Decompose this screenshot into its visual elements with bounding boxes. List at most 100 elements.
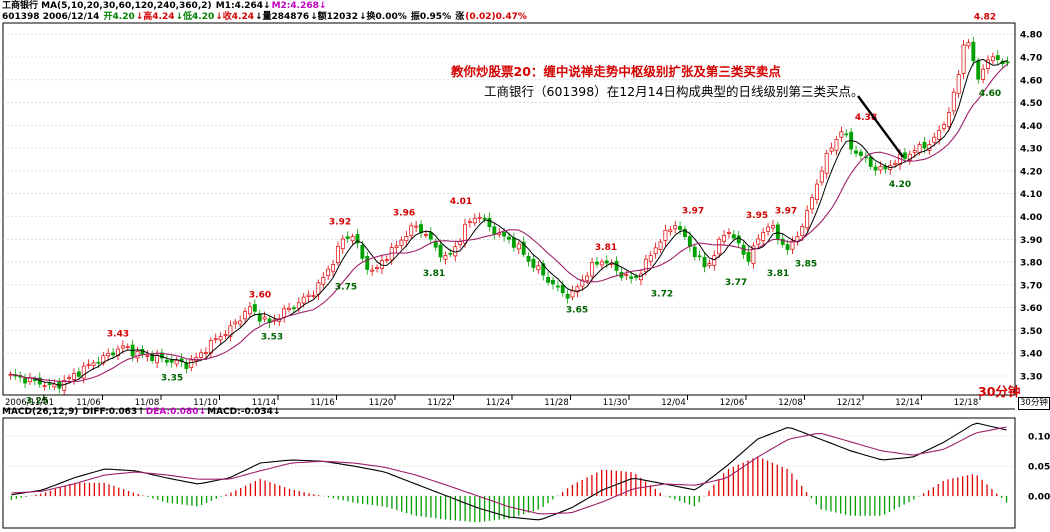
candle-body xyxy=(956,74,961,94)
candle-body xyxy=(463,223,467,244)
candle-body xyxy=(932,136,937,143)
candle-body xyxy=(243,311,248,320)
x-tick-label: 11/24 xyxy=(486,398,511,408)
candle-body xyxy=(839,131,844,138)
candle-body xyxy=(428,232,433,240)
candle-body xyxy=(976,60,981,80)
candle-body xyxy=(32,379,37,381)
candle-body xyxy=(86,364,91,366)
low-price-label: 3.25 xyxy=(26,396,48,406)
candle-body xyxy=(624,274,629,276)
candle-body xyxy=(986,59,990,69)
candle-body xyxy=(438,244,443,258)
header-line-2: 601398 2006/12/14 开4.20↓高4.24↓低4.20↓收4.2… xyxy=(2,12,528,23)
candle-body xyxy=(893,162,898,165)
x-tick-label: 11/10 xyxy=(193,398,218,408)
candle-body xyxy=(766,226,771,232)
annotation-subtitle: 工商银行（601398）在12月14日构成典型的日线级别第三类买点。 xyxy=(484,84,864,99)
candle-body xyxy=(301,296,306,304)
candle-body xyxy=(942,124,946,129)
low-price-label: 3.35 xyxy=(161,374,183,384)
x-tick-label: 12/04 xyxy=(661,398,686,408)
candle-body xyxy=(384,259,389,261)
candle-body xyxy=(365,256,370,270)
candle-body xyxy=(673,225,678,230)
header.line2-segment: 601398 2006/12/14 xyxy=(2,12,103,22)
candle-body xyxy=(912,150,917,153)
candle-body xyxy=(536,265,541,271)
candle-body xyxy=(907,153,912,161)
candle-body xyxy=(135,350,140,359)
candle-body xyxy=(345,236,350,239)
candle-body xyxy=(511,237,516,248)
candle-body xyxy=(785,244,790,251)
header.line2-segment: (0.02)0.47% xyxy=(465,12,527,22)
candle-body xyxy=(472,218,477,224)
candle-body xyxy=(990,56,995,62)
y-tick-label: 4.50 xyxy=(1020,99,1042,109)
candle-body xyxy=(174,360,179,365)
x-tick-label: 12/14 xyxy=(895,398,920,408)
low-price-label: 3.72 xyxy=(651,289,673,299)
candle-body xyxy=(394,245,399,248)
macd-dea-line xyxy=(11,426,1007,515)
candle-body xyxy=(707,263,712,266)
candle-body xyxy=(477,216,482,219)
y-tick-label: 4.70 xyxy=(1020,54,1042,64)
candle-body xyxy=(937,130,942,140)
candle-body xyxy=(111,352,116,356)
candle-body xyxy=(184,362,189,369)
candle-body xyxy=(902,152,907,159)
candle-body xyxy=(252,304,257,312)
candle-body xyxy=(228,325,233,337)
high-price-label: 3.43 xyxy=(107,329,129,339)
candle-body xyxy=(683,228,687,237)
ma-long-line xyxy=(10,63,1008,383)
candle-body xyxy=(917,144,922,154)
y-tick-label: 4.30 xyxy=(1020,145,1042,155)
y-tick-label: 3.40 xyxy=(1020,350,1042,360)
low-price-label: 3.85 xyxy=(795,260,817,270)
candle-body xyxy=(91,362,96,366)
candle-body xyxy=(467,221,472,223)
candle-body xyxy=(213,338,218,341)
candle-body xyxy=(355,234,360,244)
y-tick-label: 4.00 xyxy=(1020,213,1042,223)
candle-body xyxy=(697,255,702,258)
candle-body xyxy=(629,276,634,279)
candle-body xyxy=(604,260,609,264)
low-price-label: 4.20 xyxy=(889,180,911,190)
candle-body xyxy=(829,147,834,152)
candle-body xyxy=(521,241,526,255)
candle-body xyxy=(321,277,326,285)
high-price-label: 4.82 xyxy=(974,13,996,23)
macd_header-segment: MACD:-0.034↓ xyxy=(207,407,281,417)
candle-body xyxy=(120,345,125,349)
candle-body xyxy=(868,156,873,167)
candle-body xyxy=(971,41,976,62)
candle-body xyxy=(516,243,521,250)
candle-body xyxy=(565,293,570,299)
candle-body xyxy=(575,286,580,293)
header.line2-segment: ↓量284876 xyxy=(254,12,310,22)
candle-body xyxy=(595,261,599,265)
candle-body xyxy=(448,252,453,255)
candle-body xyxy=(419,224,423,234)
header.line2-segment: 振0.95% xyxy=(407,12,452,22)
candle-body xyxy=(805,210,810,229)
y-tick-label: 4.40 xyxy=(1020,122,1042,132)
candle-body xyxy=(731,234,736,239)
annotation-pointer xyxy=(857,95,904,158)
price-panel-frame xyxy=(2,22,1016,396)
candle-body xyxy=(995,55,1000,60)
period-button[interactable]: 30分钟 xyxy=(1018,397,1050,410)
x-tick-label: 11/22 xyxy=(427,398,452,408)
y-tick-label: 3.50 xyxy=(1020,327,1042,337)
candle-body xyxy=(658,241,663,251)
candle-body xyxy=(282,308,287,318)
candle-body xyxy=(238,320,243,325)
candle-body xyxy=(824,153,829,174)
candle-body xyxy=(790,240,795,250)
candle-body xyxy=(145,355,150,357)
candle-body xyxy=(922,141,927,149)
